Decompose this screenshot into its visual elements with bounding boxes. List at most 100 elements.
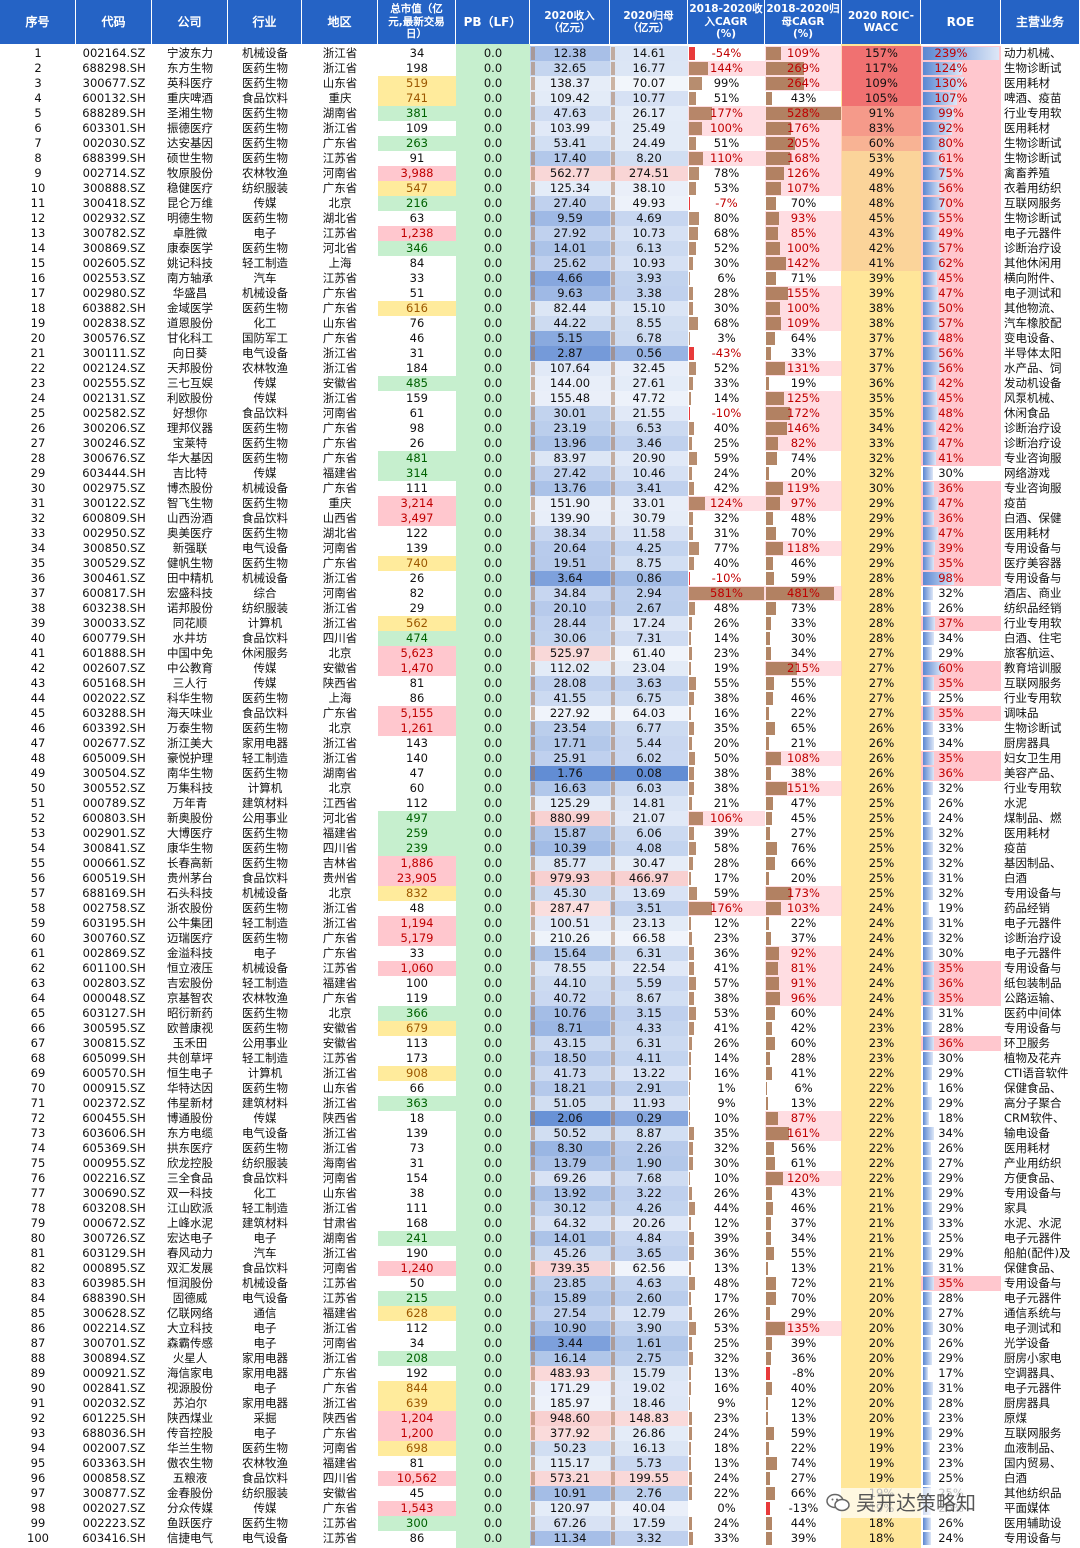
cell-roe: 48% xyxy=(921,406,1001,421)
cell-main-business: 电子元器件 xyxy=(1001,916,1080,931)
cell-region: 广东省 xyxy=(302,301,378,316)
cell-code: 603606.SH xyxy=(76,1126,152,1141)
cell-roe: 45% xyxy=(921,271,1001,286)
cell-net-profit: 62.56 xyxy=(610,1261,688,1276)
cell-text: 105% xyxy=(865,91,898,105)
data-bar xyxy=(531,332,535,345)
cell-industry: 纺织服装 xyxy=(228,181,302,196)
data-bar xyxy=(923,407,939,420)
cell-company: 公牛集团 xyxy=(152,916,228,931)
cell-text: 20.26 xyxy=(632,1216,666,1230)
cell-seq: 86 xyxy=(0,1321,76,1336)
cell-text: 欧普康视 xyxy=(167,1021,213,1035)
cell-main-business: 专用设备与 xyxy=(1001,1276,1080,1291)
cell-company: 向日葵 xyxy=(152,346,228,361)
cell-region: 北京 xyxy=(302,1006,378,1021)
cell-revenue-cagr: 52% xyxy=(688,241,765,256)
cell-company: 伟星新材 xyxy=(152,1096,228,1111)
cell-profit-cagr: 13% xyxy=(765,1261,842,1276)
data-bar xyxy=(531,137,535,150)
table-row: 18 603882.SH 金域医学 医药生物 广东省 616 0.0 82.44 15.10 30… xyxy=(0,301,1080,316)
cell-revenue-cagr: 58% xyxy=(688,841,765,856)
table-row: 28 300676.SZ 华大基因 医药生物 广东省 481 0.0 83.97 20.90 59… xyxy=(0,451,1080,466)
data-bar xyxy=(611,1097,615,1110)
data-bar xyxy=(923,767,935,780)
cell-text: 002714.SZ xyxy=(82,166,146,180)
data-bar xyxy=(611,962,615,975)
data-bar xyxy=(689,557,695,570)
cell-text: 60 xyxy=(409,781,425,795)
cell-text: 29% xyxy=(938,1201,964,1215)
cell-text: 176% xyxy=(710,901,743,915)
cell-text: 0.0 xyxy=(483,1246,503,1260)
cell-market-cap: 1,194 xyxy=(378,916,456,931)
cell-text: 0.0 xyxy=(483,1051,503,1065)
cell-revenue-cagr: 30% xyxy=(688,1156,765,1171)
cell-text: 陕西煤业 xyxy=(167,1411,213,1425)
cell-profit-cagr: 76% xyxy=(765,841,842,856)
cell-seq: 61 xyxy=(0,946,76,961)
cell-text: 26% xyxy=(938,1141,964,1155)
cell-text: 中国中免 xyxy=(167,646,213,660)
cell-text: 70% xyxy=(790,196,817,210)
data-bar xyxy=(923,632,934,645)
cell-pb: 0.0 xyxy=(456,526,530,541)
cell-pb: 0.0 xyxy=(456,541,530,556)
cell-text: 53% xyxy=(713,1006,740,1020)
cell-text: 300869.SZ xyxy=(82,241,146,255)
cell-text: 妇女卫生用 xyxy=(1004,751,1062,765)
cell-code: 300869.SZ xyxy=(76,241,152,256)
cell-roic-wacc: 26% xyxy=(842,781,921,796)
cell-profit-cagr: 37% xyxy=(765,931,842,946)
cell-net-profit: 6.02 xyxy=(610,751,688,766)
data-bar xyxy=(611,1202,615,1215)
cell-text: 3.93 xyxy=(636,271,662,285)
cell-net-profit: 16.77 xyxy=(610,61,688,76)
cell-text: 002841.SZ xyxy=(82,1381,146,1395)
data-bar xyxy=(531,1142,535,1155)
data-bar xyxy=(766,542,783,555)
data-bar xyxy=(531,1307,535,1320)
cell-seq: 55 xyxy=(0,856,76,871)
cell-industry: 电气设备 xyxy=(228,541,302,556)
cell-roe: 99% xyxy=(921,106,1001,121)
data-bar xyxy=(689,992,694,1005)
cell-text: 15.10 xyxy=(632,301,666,315)
cell-region: 浙江省 xyxy=(302,916,378,931)
cell-market-cap: 119 xyxy=(378,991,456,1006)
data-bar xyxy=(766,782,788,795)
data-bar xyxy=(923,572,955,585)
cell-market-cap: 562 xyxy=(378,616,456,631)
cell-text: 66% xyxy=(790,856,817,870)
cell-text: 481% xyxy=(787,586,820,600)
cell-industry: 农林牧渔 xyxy=(228,166,302,181)
cell-text: 68% xyxy=(713,226,740,240)
cell-code: 002758.SZ xyxy=(76,901,152,916)
cell-revenue-cagr: 33% xyxy=(688,1531,765,1546)
cell-region: 福建省 xyxy=(302,1456,378,1471)
cell-profit-cagr: 56% xyxy=(765,1141,842,1156)
cell-text: 66.58 xyxy=(632,931,666,945)
data-bar xyxy=(923,1112,929,1125)
cell-text: 3.64 xyxy=(557,571,583,585)
cell-text: 43% xyxy=(790,1186,817,1200)
cell-net-profit: 49.93 xyxy=(610,196,688,211)
cell-text: 112 xyxy=(406,1321,428,1335)
cell-roic-wacc: 22% xyxy=(842,1126,921,1141)
cell-text: 56% xyxy=(938,181,964,195)
cell-text: 600803.SH xyxy=(82,811,146,825)
cell-pb: 0.0 xyxy=(456,1171,530,1186)
cell-revenue: 525.97 xyxy=(530,646,610,661)
data-bar xyxy=(689,1532,694,1545)
cell-revenue: 50.52 xyxy=(530,1126,610,1141)
cell-text: 浙江省 xyxy=(322,616,358,630)
cell-revenue-cagr: 35% xyxy=(688,721,765,736)
cell-text: 18% xyxy=(938,1111,964,1125)
cell-main-business: 衣着用纺织 xyxy=(1001,181,1080,196)
cell-net-profit: 17.59 xyxy=(610,1516,688,1531)
cell-region: 河南省 xyxy=(302,1171,378,1186)
table-row: 85 300628.SZ 亿联网络 通信 福建省 628 0.0 27.54 12.79 26% 2… xyxy=(0,1306,1080,1321)
table-row: 71 002372.SZ 伟星新材 建筑材料 浙江省 363 0.0 51.05 11.93 9%… xyxy=(0,1096,1080,1111)
cell-text: 拱东医疗 xyxy=(167,1141,213,1155)
cell-code: 000672.SZ xyxy=(76,1216,152,1231)
